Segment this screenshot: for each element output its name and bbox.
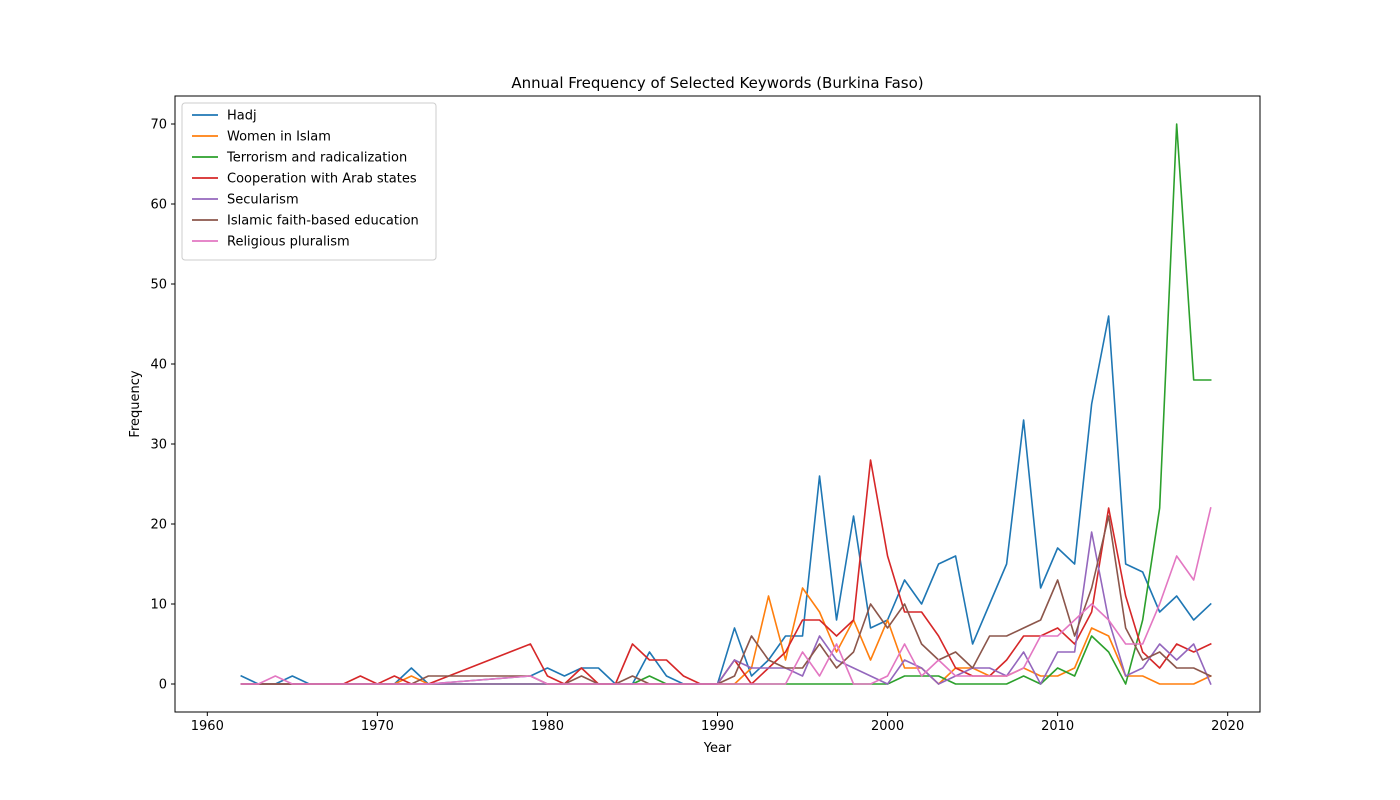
y-tick-label: 20 (150, 518, 167, 533)
legend: Hadj Women in Islam Terrorism and radicali… (181, 102, 437, 261)
x-tick-label: 2010 (1041, 719, 1074, 734)
x-axis-ticks: 1960 1970 1980 1990 2000 2010 2020 (191, 712, 1244, 734)
y-tick-label: 30 (150, 438, 167, 453)
legend-label: Hadj (227, 109, 257, 124)
legend-label: Islamic faith-based education (227, 214, 419, 229)
legend-label: Secularism (227, 193, 299, 208)
x-tick-label: 1990 (701, 719, 734, 734)
x-tick-label: 1980 (531, 719, 564, 734)
y-tick-label: 60 (150, 198, 167, 213)
x-tick-label: 1970 (361, 719, 394, 734)
x-tick-label: 1960 (191, 719, 224, 734)
chart-title: Annual Frequency of Selected Keywords (B… (511, 74, 923, 92)
legend-label: Women in Islam (227, 130, 331, 145)
y-tick-label: 70 (150, 118, 167, 133)
y-axis-label: Frequency (128, 370, 143, 437)
y-tick-label: 10 (150, 598, 167, 613)
y-axis-ticks: 0 10 20 30 40 50 60 70 (150, 118, 175, 693)
y-tick-label: 0 (159, 678, 167, 693)
legend-box (181, 102, 437, 261)
y-tick-label: 50 (150, 278, 167, 293)
legend-label: Cooperation with Arab states (227, 172, 417, 187)
series-lines (240, 123, 1212, 686)
legend-label: Religious pluralism (227, 235, 350, 250)
series-line-7 (240, 507, 1212, 685)
x-tick-label: 2000 (871, 719, 904, 734)
legend-label: Terrorism and radicalization (226, 151, 407, 166)
x-axis-label: Year (703, 741, 732, 756)
y-tick-label: 40 (150, 358, 167, 373)
x-tick-label: 2020 (1211, 719, 1244, 734)
